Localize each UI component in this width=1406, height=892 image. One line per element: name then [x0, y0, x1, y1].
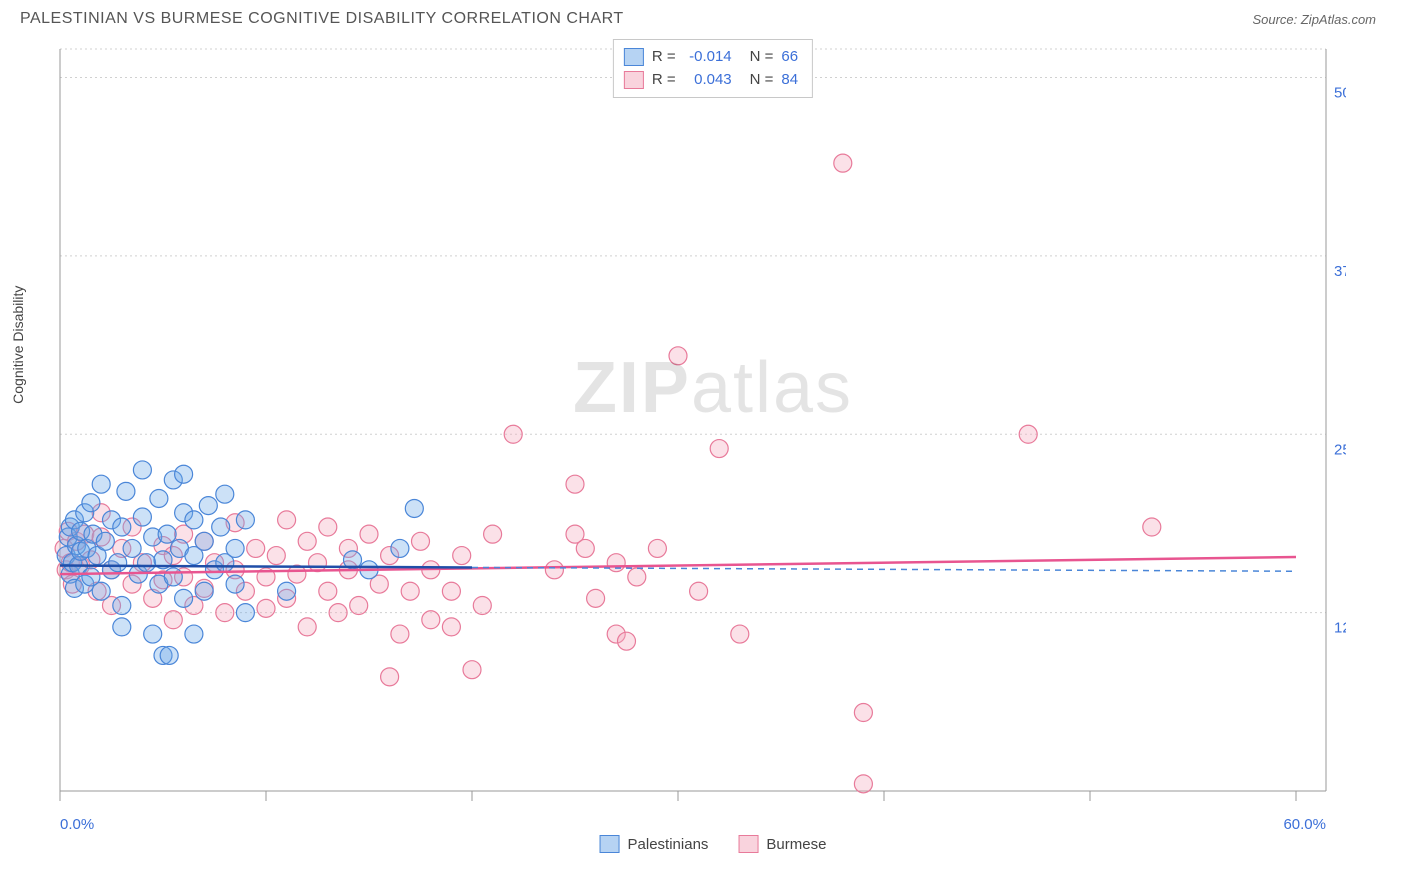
r-value-palestinians: -0.014 — [684, 46, 732, 69]
svg-text:0.0%: 0.0% — [60, 816, 94, 833]
svg-text:12.5%: 12.5% — [1334, 620, 1346, 637]
bottom-legend: Palestinians Burmese — [600, 835, 827, 853]
n-label: N = — [750, 69, 774, 92]
chart-container: Cognitive Disability 12.5%25.0%37.5%50.0… — [50, 39, 1376, 871]
n-value-palestinians: 66 — [781, 46, 798, 69]
r-value-burmese: 0.043 — [684, 69, 732, 92]
stats-legend-box: R = -0.014 N = 66 R = 0.043 N = 84 — [613, 39, 813, 98]
swatch-blue-icon — [624, 48, 644, 66]
n-label: N = — [750, 46, 774, 69]
legend-item-palestinians: Palestinians — [600, 835, 709, 853]
r-label: R = — [652, 69, 676, 92]
stats-row-burmese: R = 0.043 N = 84 — [624, 69, 798, 92]
chart-title: PALESTINIAN VS BURMESE COGNITIVE DISABIL… — [20, 10, 624, 28]
stats-row-palestinians: R = -0.014 N = 66 — [624, 46, 798, 69]
r-label: R = — [652, 46, 676, 69]
svg-text:37.5%: 37.5% — [1334, 263, 1346, 280]
svg-text:25.0%: 25.0% — [1334, 441, 1346, 458]
scatter-chart: 12.5% 25.0% 37.5% 50.0% 0.0% 60.0% — [50, 39, 1346, 871]
svg-text:60.0%: 60.0% — [1283, 816, 1326, 833]
y-axis-label: Cognitive Disability — [10, 286, 26, 404]
chart-source: Source: ZipAtlas.com — [1252, 12, 1376, 27]
legend-label-burmese: Burmese — [766, 836, 826, 853]
legend-item-burmese: Burmese — [738, 835, 826, 853]
svg-text:50.0%: 50.0% — [1334, 85, 1346, 102]
swatch-pink-icon — [738, 835, 758, 853]
legend-label-palestinians: Palestinians — [628, 836, 709, 853]
swatch-blue-icon — [600, 835, 620, 853]
swatch-pink-icon — [624, 71, 644, 89]
n-value-burmese: 84 — [781, 69, 798, 92]
